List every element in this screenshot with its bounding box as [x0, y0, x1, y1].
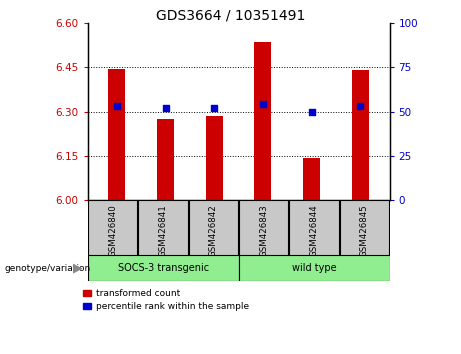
Point — [308, 109, 315, 114]
Text: genotype/variation: genotype/variation — [5, 264, 91, 273]
Point — [162, 105, 169, 111]
Bar — [340, 200, 389, 255]
Bar — [189, 200, 238, 255]
Bar — [138, 200, 188, 255]
Bar — [254, 42, 272, 200]
Point — [357, 103, 364, 109]
Bar — [108, 69, 125, 200]
Bar — [290, 200, 339, 255]
Text: ▶: ▶ — [73, 262, 83, 275]
Text: GDS3664 / 10351491: GDS3664 / 10351491 — [156, 9, 305, 23]
Bar — [239, 200, 289, 255]
Bar — [157, 119, 174, 200]
Text: GSM426840: GSM426840 — [108, 204, 117, 257]
Point — [113, 103, 120, 109]
Bar — [238, 255, 390, 281]
Point — [211, 105, 218, 111]
Text: GSM426842: GSM426842 — [209, 204, 218, 257]
Text: wild type: wild type — [292, 263, 337, 273]
Text: GSM426845: GSM426845 — [360, 204, 369, 257]
Text: GSM426843: GSM426843 — [259, 204, 268, 257]
Legend: transformed count, percentile rank within the sample: transformed count, percentile rank withi… — [83, 290, 248, 311]
Bar — [303, 158, 320, 200]
Point — [259, 102, 266, 107]
Bar — [352, 70, 369, 200]
Text: SOCS-3 transgenic: SOCS-3 transgenic — [118, 263, 209, 273]
Bar — [88, 200, 137, 255]
Text: GSM426841: GSM426841 — [159, 204, 168, 257]
Text: GSM426844: GSM426844 — [309, 204, 319, 257]
Bar — [88, 255, 238, 281]
Bar — [206, 116, 223, 200]
